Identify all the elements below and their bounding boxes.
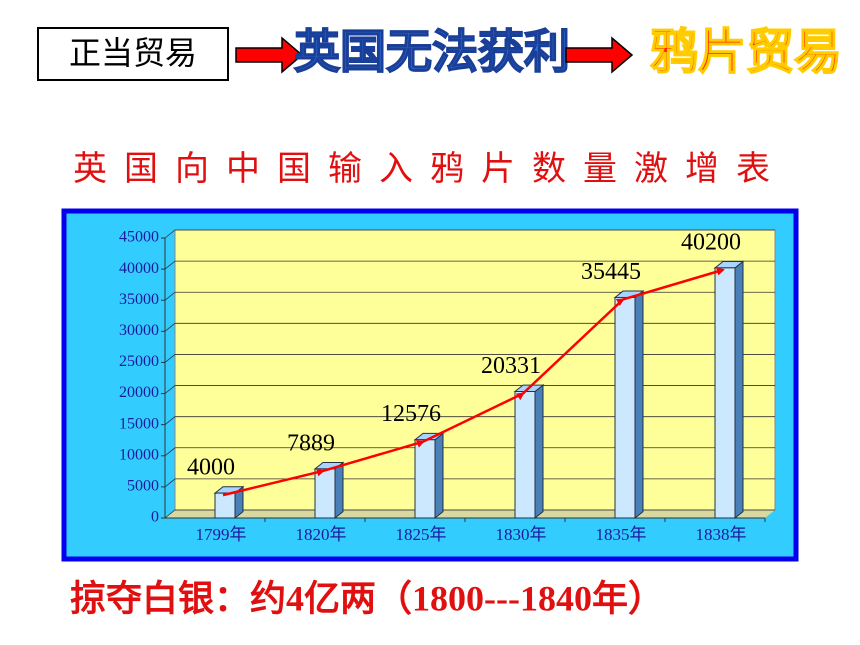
y-tick-label: 25000 bbox=[119, 353, 159, 370]
grid-line bbox=[164, 509, 775, 519]
bar-side bbox=[534, 384, 544, 520]
chart-title: 英国向中国输入鸦片数量激增表 bbox=[73, 150, 787, 188]
x-tick-label: 1835年 bbox=[596, 525, 647, 544]
plot-area bbox=[174, 229, 776, 511]
plot-floor bbox=[165, 510, 775, 518]
y-tick-label: 20000 bbox=[119, 384, 159, 401]
y-tick-label: 40000 bbox=[119, 260, 159, 277]
y-tick-label: 10000 bbox=[119, 446, 159, 463]
bar bbox=[514, 390, 536, 519]
arrow bbox=[565, 36, 634, 74]
bar-side bbox=[434, 432, 444, 520]
arrow bbox=[235, 36, 304, 74]
y-tick-label: 5000 bbox=[127, 478, 159, 495]
y-tick-label: 45000 bbox=[119, 229, 159, 246]
grid-line bbox=[164, 229, 775, 239]
data-label: 4000 bbox=[187, 455, 235, 481]
y-tick-label: 30000 bbox=[119, 322, 159, 339]
y-tick-label: 0 bbox=[151, 509, 159, 526]
x-tick-label: 1830年 bbox=[496, 525, 547, 544]
bar bbox=[414, 439, 436, 519]
bar-side bbox=[634, 290, 644, 520]
x-tick-label: 1820年 bbox=[296, 525, 347, 544]
bar bbox=[714, 267, 736, 519]
x-tick-label: 1799年 bbox=[196, 525, 247, 544]
data-label: 40200 bbox=[681, 229, 741, 255]
header-box bbox=[37, 27, 229, 81]
bar bbox=[214, 492, 236, 519]
data-label: 12576 bbox=[381, 401, 441, 427]
bar bbox=[614, 296, 636, 519]
footer-text: 掠夺白银：约4亿两（1800---1840年） bbox=[70, 578, 664, 618]
x-tick-label: 1838年 bbox=[696, 525, 747, 544]
grid-line bbox=[164, 260, 775, 270]
x-tick-label: 1825年 bbox=[396, 525, 447, 544]
header-box-text: 正当贸易 bbox=[69, 34, 197, 72]
y-tick-label: 35000 bbox=[119, 291, 159, 308]
header-end-text: 鸦片贸易 bbox=[650, 24, 842, 80]
bar-side bbox=[734, 260, 744, 520]
y-tick-label: 15000 bbox=[119, 415, 159, 432]
data-label: 35445 bbox=[581, 259, 641, 285]
header-middle-text: 英国无法获利 bbox=[294, 25, 570, 79]
data-label: 20331 bbox=[481, 353, 541, 379]
bar-side bbox=[334, 461, 344, 520]
data-label: 7889 bbox=[287, 430, 335, 456]
trend-line bbox=[222, 267, 725, 497]
grid-line bbox=[164, 478, 775, 488]
bar bbox=[314, 468, 336, 519]
